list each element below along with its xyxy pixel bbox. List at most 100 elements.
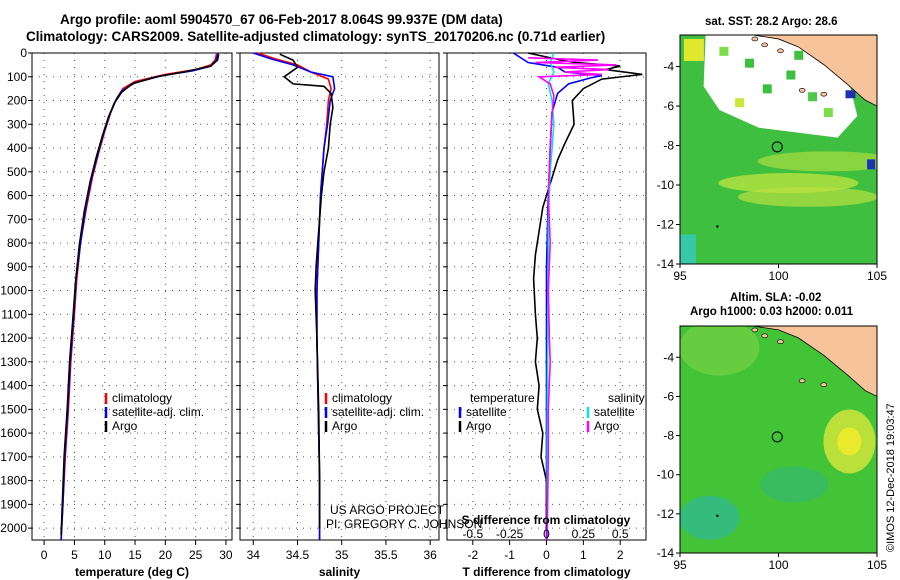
sla-mid-anomaly xyxy=(680,326,760,376)
depth-tick-label: 1800 xyxy=(0,474,27,488)
series-line xyxy=(60,52,218,541)
map-y-tick-label: -10 xyxy=(657,468,675,482)
difference-s-tick-label: -0.5 xyxy=(462,527,483,541)
depth-tick-label: 1200 xyxy=(0,331,27,345)
depth-tick-label: 1900 xyxy=(0,497,27,511)
map-x-tick-label: 95 xyxy=(673,558,687,572)
island xyxy=(798,378,806,384)
series-line xyxy=(253,52,336,540)
x-axis-label: temperature (deg C) xyxy=(75,565,189,579)
sla-high-core xyxy=(837,427,862,456)
depth-tick-label: 1400 xyxy=(0,379,27,393)
salinity-legend-label: climatology xyxy=(332,391,392,405)
x-tick-label: 34.5 xyxy=(286,548,310,562)
difference-legend-sal-label: satellite xyxy=(594,405,635,419)
temperature-legend-label: satellite-adj. clim. xyxy=(112,405,204,419)
depth-tick-label: 900 xyxy=(7,260,27,274)
map-y-tick-label: -10 xyxy=(657,178,675,192)
sst-warm-band xyxy=(757,151,877,172)
map-y-tick-label: -6 xyxy=(663,389,674,403)
depth-tick-label: 800 xyxy=(7,236,27,250)
depth-tick-label: 600 xyxy=(7,189,27,203)
island xyxy=(777,339,784,344)
figure-title-line-1: Argo profile: aoml 5904570_67 06-Feb-201… xyxy=(60,12,503,27)
sst-pixel xyxy=(786,70,796,80)
series-line xyxy=(60,54,220,536)
depth-tick-label: 1600 xyxy=(0,426,27,440)
panel-salinity: 34 34.5 35 35.5 36 salinity xyxy=(236,52,440,579)
island xyxy=(761,42,769,48)
island xyxy=(820,91,828,97)
depth-tick-label: 200 xyxy=(7,94,27,108)
difference-s-tick-label: 0.5 xyxy=(612,527,629,541)
sla-map-subtitle: Argo h1000: 0.03 h2000: 0.011 xyxy=(690,306,854,318)
map-y-tick-label: -14 xyxy=(657,546,675,560)
x-tick-label: 2 xyxy=(617,548,624,562)
difference-s-tick-label: 0 xyxy=(543,527,550,541)
depth-tick-label: 1000 xyxy=(0,284,27,298)
x-tick-label: 1 xyxy=(580,548,587,562)
island xyxy=(777,48,784,54)
difference-s-axis-label: S difference from climatology xyxy=(462,513,631,527)
x-tick-label: 0 xyxy=(543,548,550,562)
map-y-tick-label: -8 xyxy=(663,139,674,153)
series-line xyxy=(546,52,555,540)
depth-tick-label: 100 xyxy=(7,70,27,84)
land-sumatra xyxy=(752,35,877,107)
salinity-legend-label: Argo xyxy=(332,419,358,433)
panel-difference: -2 -1 0 1 2 T difference from climatology xyxy=(443,52,647,579)
map-y-tick-label: -4 xyxy=(663,60,674,74)
land-sumatra xyxy=(752,326,877,397)
series-line xyxy=(279,53,334,529)
x-tick-label: 0 xyxy=(41,548,48,562)
difference-legend-temp-label: Argo xyxy=(466,419,492,433)
sst-pixel xyxy=(735,98,745,108)
sst-blue-pixel xyxy=(845,90,856,99)
depth-tick-label: 700 xyxy=(7,212,27,226)
island-dot xyxy=(716,225,719,228)
depth-tick-label: 1500 xyxy=(0,402,27,416)
temperature-legend-label: Argo xyxy=(112,419,138,433)
depth-tick-label: 1100 xyxy=(1,307,27,321)
difference-legend-temp-label: satellite xyxy=(466,405,507,419)
salinity-legend-label: satellite-adj. clim. xyxy=(332,405,424,419)
island xyxy=(751,36,759,42)
map-x-tick-label: 105 xyxy=(867,269,887,283)
x-tick-label: 36 xyxy=(423,548,437,562)
sst-pixel-yellow xyxy=(683,38,704,61)
depth-tick-label: 1700 xyxy=(0,450,27,464)
depth-tick-label: 400 xyxy=(7,141,27,155)
map-y-tick-label: -4 xyxy=(663,350,674,364)
panel-temperature: 0 5 10 15 20 25 30 temperature (deg C) xyxy=(28,52,233,579)
sst-cool-patch xyxy=(680,234,696,264)
map-x-tick-label: 100 xyxy=(768,558,788,572)
island xyxy=(751,327,759,333)
island xyxy=(761,333,769,339)
sst-pixel xyxy=(762,84,772,94)
x-tick-label: 25 xyxy=(189,548,203,562)
argo-location-marker xyxy=(771,141,783,153)
x-tick-label: 10 xyxy=(98,548,112,562)
x-tick-label: 20 xyxy=(159,548,173,562)
series-line xyxy=(527,52,643,529)
argo-location-marker xyxy=(771,431,783,443)
x-tick-label: -1 xyxy=(504,548,515,562)
project-pi-label: PI: GREGORY C. JOHNSON xyxy=(326,517,482,531)
plot-frame xyxy=(31,52,233,541)
sla-low-anomaly xyxy=(680,495,740,540)
sst-map-title: sat. SST: 28.2 Argo: 28.6 xyxy=(705,16,838,28)
map-y-tick-label: -8 xyxy=(663,429,674,443)
difference-legend-sal-header: salinity xyxy=(608,391,645,405)
depth-tick-label: 300 xyxy=(7,117,27,131)
sst-blue-pixel xyxy=(867,159,876,170)
map-y-tick-label: -12 xyxy=(657,218,675,232)
island xyxy=(820,382,828,388)
x-tick-label: -2 xyxy=(467,548,478,562)
difference-s-tick-label: 0.25 xyxy=(572,527,596,541)
map-content xyxy=(680,35,877,264)
map-content xyxy=(680,326,877,553)
x-tick-label: 34 xyxy=(247,548,261,562)
map-y-tick-label: -14 xyxy=(657,257,675,271)
